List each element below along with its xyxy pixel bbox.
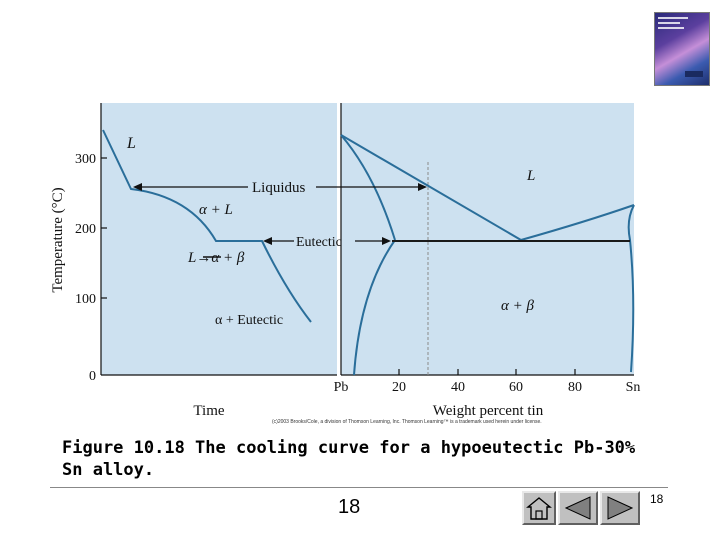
caption-divider (50, 487, 668, 488)
copyright-notice: (c)2003 Brooks/Cole, a division of Thoms… (272, 419, 542, 425)
triangle-right-icon (607, 496, 634, 520)
next-slide-button[interactable] (600, 491, 640, 525)
solidus-pb (340, 134, 396, 241)
cooling-region-alpha-eutectic: α + Eutectic (215, 313, 283, 328)
cooling-region-reaction: L→α + β (187, 250, 245, 266)
diagram: 300 200 100 0 Temperature (°C) Time L α … (50, 103, 641, 419)
cooling-curve (102, 129, 312, 323)
liquidus-line (340, 134, 635, 242)
y-tick-0: 0 (89, 369, 96, 384)
y-tick-200: 200 (75, 222, 96, 237)
home-icon (526, 497, 552, 520)
cooling-curve-panel (101, 103, 337, 375)
x-tick-40: 40 (451, 380, 465, 395)
x-tick-sn: Sn (626, 380, 641, 395)
triangle-left-icon (564, 496, 591, 520)
cooling-region-liquid: L (126, 135, 136, 152)
phase-diagram-panel (341, 103, 634, 375)
y-axis-label: Temperature (°C) (50, 187, 66, 292)
x-tick-20: 20 (392, 380, 406, 395)
slide-index: 18 (650, 492, 664, 506)
liquidus-label: Liquidus (252, 180, 305, 196)
x-tick-pb: Pb (334, 380, 349, 395)
solidus-sn (627, 204, 635, 373)
previous-slide-button[interactable] (558, 491, 598, 525)
y-tick-300: 300 (75, 152, 96, 167)
x-tick-60: 60 (509, 380, 523, 395)
y-tick-100: 100 (75, 292, 96, 307)
eutectic-label: Eutectic (296, 235, 342, 250)
x-tick-80: 80 (568, 380, 582, 395)
figure-caption: Figure 10.18 The cooling curve for a hyp… (62, 438, 636, 480)
page-number: 18 (338, 496, 361, 518)
solvus-pb (353, 239, 396, 376)
cooling-region-alpha-liquid: α + L (199, 202, 233, 218)
phase-region-alpha-beta: α + β (501, 298, 534, 314)
time-axis-label: Time (193, 403, 224, 419)
book-cover-thumbnail (654, 12, 710, 86)
weight-percent-axis-label: Weight percent tin (433, 403, 544, 419)
home-button[interactable] (522, 491, 556, 525)
phase-region-liquid: L (526, 168, 535, 184)
